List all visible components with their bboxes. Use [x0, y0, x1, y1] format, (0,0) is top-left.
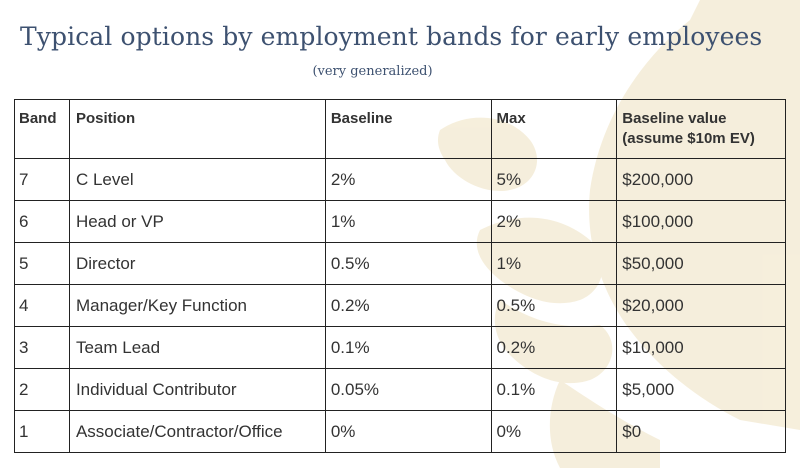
baseline-cell: 0.05%	[324, 368, 492, 411]
table-row: 1 Associate/Contractor/Office 0% 0% $0	[14, 410, 786, 453]
max-cell: 1%	[490, 242, 618, 285]
band-cell: 3	[14, 326, 70, 369]
table-row: 7 C Level 2% 5% $200,000	[14, 158, 786, 201]
position-cell: Team Lead	[68, 326, 326, 369]
position-cell: Manager/Key Function	[68, 284, 326, 327]
band-cell: 1	[14, 410, 70, 453]
max-cell: 0.1%	[490, 368, 618, 411]
position-cell: Director	[68, 242, 326, 285]
band-cell: 7	[14, 158, 70, 201]
baseline-cell: 0.2%	[324, 284, 492, 327]
max-cell: 5%	[490, 158, 618, 201]
baseline-value-cell: $20,000	[616, 284, 786, 327]
max-cell: 0%	[490, 410, 618, 453]
table-row: 6 Head or VP 1% 2% $100,000	[14, 200, 786, 243]
band-cell: 5	[14, 242, 70, 285]
position-cell: C Level	[68, 158, 326, 201]
baseline-value-cell: $5,000	[616, 368, 786, 411]
max-cell: 0.2%	[490, 326, 618, 369]
position-cell: Head or VP	[68, 200, 326, 243]
baseline-value-cell: $50,000	[616, 242, 786, 285]
baseline-cell: 0.1%	[324, 326, 492, 369]
page-subtitle: (very generalized)	[312, 64, 433, 79]
band-cell: 2	[14, 368, 70, 411]
table-header-row: Band Position Baseline Max Baseline valu…	[14, 99, 786, 159]
table-row: 5 Director 0.5% 1% $50,000	[14, 242, 786, 285]
baseline-cell: 0%	[324, 410, 492, 453]
table-row: 2 Individual Contributor 0.05% 0.1% $5,0…	[14, 368, 786, 411]
baseline-cell: 2%	[324, 158, 492, 201]
baseline-value-cell: $100,000	[616, 200, 786, 243]
band-cell: 6	[14, 200, 70, 243]
max-cell: 2%	[490, 200, 618, 243]
column-header-position: Position	[68, 99, 326, 159]
max-cell: 0.5%	[490, 284, 618, 327]
baseline-cell: 0.5%	[324, 242, 492, 285]
band-cell: 4	[14, 284, 70, 327]
baseline-cell: 1%	[324, 200, 492, 243]
baseline-value-cell: $200,000	[616, 158, 786, 201]
table-row: 3 Team Lead 0.1% 0.2% $10,000	[14, 326, 786, 369]
employment-bands-table: Band Position Baseline Max Baseline valu…	[14, 99, 786, 453]
column-header-baseline: Baseline	[324, 99, 492, 159]
table-row: 4 Manager/Key Function 0.2% 0.5% $20,000	[14, 284, 786, 327]
baseline-value-cell: $10,000	[616, 326, 786, 369]
column-header-band: Band	[14, 99, 70, 159]
page-title: Typical options by employment bands for …	[20, 22, 763, 51]
position-cell: Associate/Contractor/Office	[68, 410, 326, 453]
column-header-max: Max	[490, 99, 618, 159]
baseline-value-cell: $0	[616, 410, 786, 453]
position-cell: Individual Contributor	[68, 368, 326, 411]
column-header-baseline-value: Baseline value (assume $10m EV)	[616, 99, 786, 159]
